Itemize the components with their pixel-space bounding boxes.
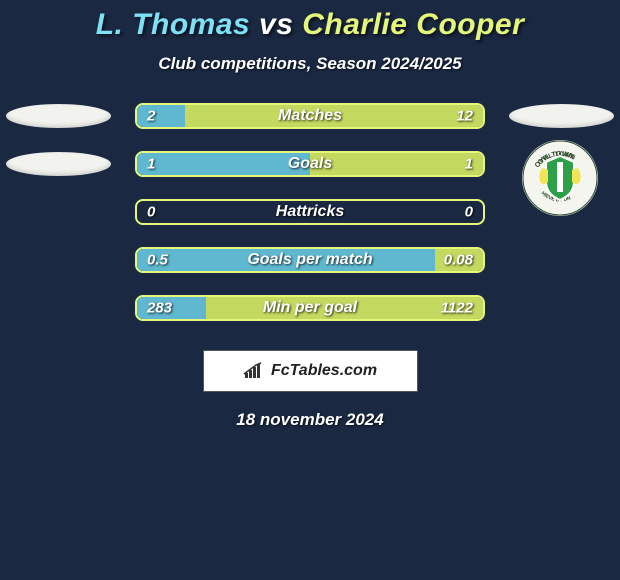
bar-fill-right bbox=[310, 153, 483, 175]
stat-bar: 283 1122 Min per goal bbox=[135, 295, 485, 321]
stat-row: 0.5 0.08 Goals per match bbox=[0, 246, 620, 274]
brand-chart-icon bbox=[243, 362, 265, 380]
stat-label: Goals bbox=[288, 155, 332, 173]
stat-label: Min per goal bbox=[263, 299, 357, 317]
subtitle: Club competitions, Season 2024/2025 bbox=[0, 54, 620, 74]
brand-box: FcTables.com bbox=[203, 350, 418, 392]
stat-value-left: 0.5 bbox=[147, 252, 168, 269]
stat-value-left: 0 bbox=[147, 204, 155, 221]
stat-value-left: 1 bbox=[147, 156, 155, 173]
team-badge-right bbox=[509, 104, 614, 128]
stat-row: 2 12 Matches bbox=[0, 102, 620, 130]
bar-fill-left bbox=[137, 105, 185, 127]
bar-fill-left bbox=[137, 153, 310, 175]
brand-text: FcTables.com bbox=[271, 362, 377, 380]
stats-rows: 212Matches11Goals OVIL TOWN OVIL TOWN HI… bbox=[0, 102, 620, 322]
player1-name: L. Thomas bbox=[96, 8, 251, 41]
date: 18 november 2024 bbox=[0, 410, 620, 430]
team-badge-left bbox=[6, 104, 111, 128]
player2-name: Charlie Cooper bbox=[302, 8, 524, 41]
stat-row: 0 0 Hattricks bbox=[0, 198, 620, 226]
stat-row: 283 1122 Min per goal bbox=[0, 294, 620, 322]
stat-bar: 1 1 Goals bbox=[135, 151, 485, 177]
title: L. Thomas vs Charlie Cooper bbox=[0, 8, 620, 42]
stat-bar: 0.5 0.08 Goals per match bbox=[135, 247, 485, 273]
stat-value-left: 2 bbox=[147, 108, 155, 125]
stat-label: Matches bbox=[278, 107, 342, 125]
stat-bar: 0 0 Hattricks bbox=[135, 199, 485, 225]
stat-label: Hattricks bbox=[276, 203, 344, 221]
stat-value-left: 283 bbox=[147, 300, 172, 317]
stat-value-right: 1122 bbox=[441, 300, 473, 317]
stat-bar: 2 12 Matches bbox=[135, 103, 485, 129]
infographic-container: L. Thomas vs Charlie Cooper Club competi… bbox=[0, 0, 620, 430]
team-badge-left bbox=[6, 152, 111, 176]
stat-value-right: 1 bbox=[465, 156, 473, 173]
stat-value-right: 0 bbox=[465, 204, 473, 221]
title-vs: vs bbox=[250, 8, 302, 41]
stat-value-right: 12 bbox=[456, 108, 473, 125]
stat-row: 11Goals OVIL TOWN OVIL TOWN HIEVE BY UN bbox=[0, 150, 620, 178]
stat-label: Goals per match bbox=[247, 251, 372, 269]
stat-value-right: 0.08 bbox=[444, 252, 473, 269]
